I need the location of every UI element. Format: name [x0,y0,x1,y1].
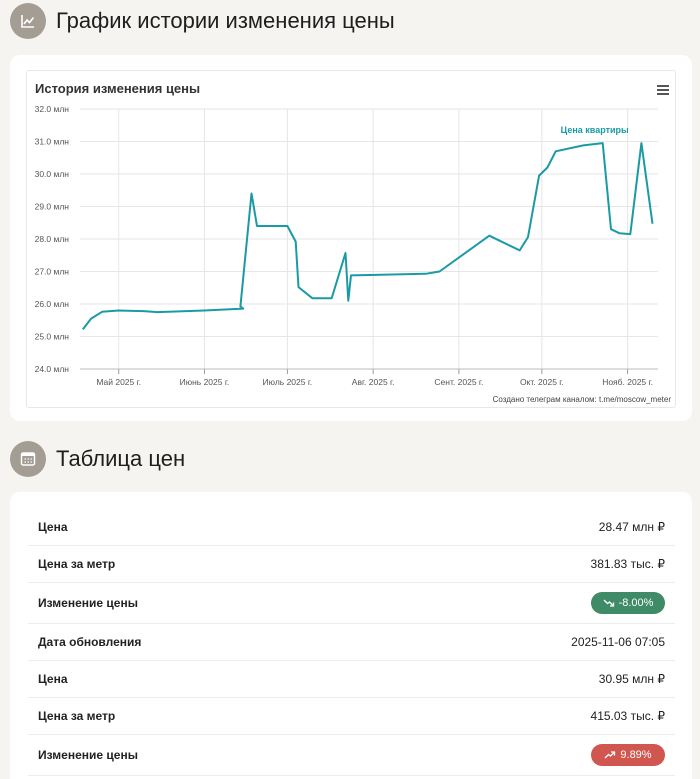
price-history-chart: 24.0 млн 25.0 млн 26.0 млн 27.0 млн 28.0 млн… [35,104,658,387]
trend-up-icon [604,751,616,759]
price-change-badge-down: -8.00% [591,592,665,614]
series-line [82,142,654,331]
row-label: Изменение цены [38,748,138,762]
y-tick-label: 32.0 млн [35,104,70,114]
y-tick-label: 29.0 млн [35,202,70,212]
row-label: Цена [38,672,68,686]
price-change-badge-up: 9.89% [591,744,665,766]
y-tick-label: 28.0 млн [35,234,70,244]
table-row: Цена 30.95 млн ₽ [28,661,675,698]
y-tick-label: 25.0 млн [35,332,70,342]
table-row: Цена 28.47 млн ₽ [28,509,675,546]
row-value: 30.95 млн ₽ [598,672,665,686]
row-value: 28.47 млн ₽ [598,520,665,534]
table-row: Цена за метр 381.83 тыс. ₽ [28,546,675,583]
x-tick-label: Авг. 2025 г. [352,377,395,387]
table-row: Изменение цены 9.89% [28,735,675,776]
table-section-header: Таблица цен [10,441,185,477]
table-row: Изменение цены -8.00% [28,583,675,624]
y-tick-label: 31.0 млн [35,137,70,147]
y-tick-label: 24.0 млн [35,364,70,374]
row-value: 381.83 тыс. ₽ [590,557,665,571]
x-tick-label: Нояб. 2025 г. [602,377,653,387]
chart-title: История изменения цены [35,81,201,96]
line-chart-icon [10,3,46,39]
x-tick-label: Июль 2025 г. [263,377,313,387]
row-label: Цена за метр [38,709,116,723]
table-icon [10,441,46,477]
x-tick-label: Сент. 2025 г. [434,377,483,387]
x-tick-label: Окт. 2025 г. [520,377,564,387]
y-tick-label: 27.0 млн [35,267,70,277]
x-tick-label: Май 2025 г. [96,377,141,387]
chart-section-title: График истории изменения цены [56,8,395,33]
chart-container: 24.0 млн 25.0 млн 26.0 млн 27.0 млн 28.0 млн… [26,70,676,408]
menu-icon[interactable] [657,82,669,100]
row-label: Изменение цены [38,596,138,610]
row-value: 2025-11-06 07:05 [571,635,665,649]
badge-value: 9.89% [620,749,652,761]
y-tick-label: 26.0 млн [35,299,70,309]
series-label: Цена квартиры [561,125,629,135]
chart-credits: Создано телеграм каналом: t.me/moscow_me… [492,395,671,404]
table-section-title: Таблица цен [56,446,186,471]
chart-card: 24.0 млн 25.0 млн 26.0 млн 27.0 млн 28.0 млн… [10,55,692,421]
chart-section-header: График истории изменения цены [10,3,395,39]
row-label: Дата обновления [38,635,142,649]
price-table: Цена 28.47 млн ₽ Цена за метр 381.83 тыс… [10,492,692,779]
table-row: Дата обновления 2025-11-06 07:05 [28,624,675,661]
badge-value: -8.00% [618,597,654,609]
row-label: Цена [38,520,68,534]
row-value: 415.03 тыс. ₽ [590,709,665,723]
row-label: Цена за метр [38,557,116,571]
x-tick-label: Июнь 2025 г. [180,377,230,387]
y-tick-label: 30.0 млн [35,169,70,179]
trend-down-icon [603,599,614,607]
table-row: Цена за метр 415.03 тыс. ₽ [28,698,675,735]
